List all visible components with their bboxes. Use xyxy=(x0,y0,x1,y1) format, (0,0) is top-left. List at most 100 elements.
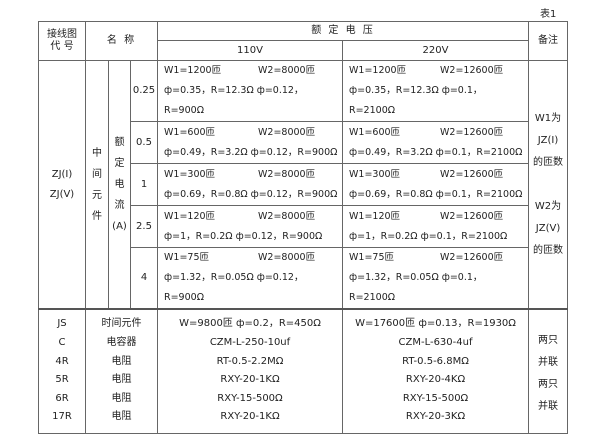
component-codes: JS C 4R 5R 6R 17R xyxy=(38,308,86,434)
w1: W1=600匝 xyxy=(349,126,401,138)
relay-row: 4 W1=75匝 W2=8000匝 ф=1.32，R=0.05Ω ф=0.12，R… xyxy=(39,247,568,310)
component-220v: W=17600匝 ф=0.13，R=1930Ω CZM-L-630-4uf RT-0… xyxy=(341,308,530,434)
v220-spec: W1=1200匝 W2=12600匝 ф=0.35，R=12.3Ω ф=0.1，R… xyxy=(341,60,530,122)
remark-line: JZ(I) xyxy=(537,134,559,146)
w2: W2=8000匝 xyxy=(258,210,316,222)
header-220v: 220V xyxy=(341,40,530,61)
params: ф=0.35，R=12.3Ω ф=0.1，R=2100Ω xyxy=(349,85,483,116)
element-char: 元 xyxy=(92,189,102,201)
v110-spec: W1=300匝 W2=8000匝 ф=0.69，R=0.8Ω ф=0.12，R=9… xyxy=(157,163,343,206)
component-220v-value: CZM-L-630-4uf xyxy=(398,337,473,349)
w2: W2=12600匝 xyxy=(440,252,504,263)
v220-spec: W1=300匝 W2=12600匝 ф=0.69，R=0.8Ω ф=0.1，R=2… xyxy=(341,163,530,206)
v220-spec: W1=120匝 W2=12600匝 ф=1，R=0.2Ω ф=0.1，R=2100… xyxy=(341,205,530,248)
element-char: 件 xyxy=(92,210,102,222)
relay-remark: W1为 JZ(I) 的匝数 W2为 JZ(V) 的匝数 xyxy=(528,60,569,310)
params: ф=1.32，R=0.05Ω ф=0.1，R=2100Ω xyxy=(349,272,483,303)
component-name: 电阻 xyxy=(111,411,132,423)
params: ф=1，R=0.2Ω ф=0.1，R=2100Ω xyxy=(349,230,508,242)
params: ф=1.32，R=0.05Ω ф=0.12，R=900Ω xyxy=(164,272,304,303)
component-110v: W=9800匝 ф=0.2，R=450Ω CZM-L-250-10uf RT-0.5… xyxy=(157,308,343,434)
remark-line: 的匝数 xyxy=(533,156,564,168)
w1: W1=1200匝 xyxy=(164,65,222,76)
w2: W2=12600匝 xyxy=(440,168,504,180)
spec-table: 接线图 代 号 名 称 额 定 电 压 备注 110V 220V ZJ(I) ZJ… xyxy=(38,21,569,434)
component-names: 时间元件 电容器 电阻 电阻 电阻 电阻 xyxy=(85,308,158,434)
w1: W1=75匝 xyxy=(164,252,209,263)
current-label-char: 电 xyxy=(114,179,125,190)
params: ф=0.49，R=3.2Ω ф=0.12，R=900Ω xyxy=(164,146,338,158)
params: ф=0.49，R=3.2Ω ф=0.1，R=2100Ω xyxy=(349,146,523,158)
component-code: JS xyxy=(57,318,67,330)
component-110v-value: RXY-20-1KΩ xyxy=(220,411,280,423)
w2: W2=8000匝 xyxy=(258,65,316,76)
remark-line: 两只 xyxy=(538,335,559,347)
v110-spec: W1=120匝 W2=8000匝 ф=1，R=0.2Ω ф=0.12，R=900Ω xyxy=(157,205,343,248)
v110-spec: W1=600匝 W2=8000匝 ф=0.49，R=3.2Ω ф=0.12，R=9… xyxy=(157,121,343,164)
params: ф=0.35，R=12.3Ω ф=0.12，R=900Ω xyxy=(164,85,304,116)
w1: W1=120匝 xyxy=(164,210,216,222)
component-110v-value: RXY-15-500Ω xyxy=(217,392,283,404)
w2: W2=8000匝 xyxy=(258,168,316,180)
element-char: 间 xyxy=(92,168,102,180)
w2: W2=8000匝 xyxy=(258,126,316,138)
remark-line: 两只 xyxy=(538,379,559,391)
relay-code: ZJ(I) xyxy=(51,168,73,180)
component-110v-value: RXY-20-1KΩ xyxy=(220,374,280,386)
component-220v-value: W=17600匝 ф=0.13，R=1930Ω xyxy=(355,318,516,330)
w2: W2=12600匝 xyxy=(440,126,504,138)
header-remark: 备注 xyxy=(528,21,569,61)
component-code: C xyxy=(58,337,66,349)
w2: W2=8000匝 xyxy=(258,252,316,263)
current-label-char: 定 xyxy=(114,158,125,169)
current-label-char: 额 xyxy=(114,137,125,148)
component-name: 电阻 xyxy=(111,374,132,386)
current-label-char: (A) xyxy=(112,221,127,232)
component-name: 电阻 xyxy=(111,392,132,404)
relay-row: 1 W1=300匝 W2=8000匝 ф=0.69，R=0.8Ω ф=0.12，R… xyxy=(39,163,568,206)
w2: W2=12600匝 xyxy=(440,210,504,222)
current-value: 2.5 xyxy=(130,205,158,248)
component-code: 17R xyxy=(52,411,72,423)
header-code-line: 代 号 xyxy=(50,41,74,52)
w1: W1=120匝 xyxy=(349,210,401,222)
params: ф=0.69，R=0.8Ω ф=0.1，R=2100Ω xyxy=(349,188,523,200)
component-220v-value: RXY-20-3KΩ xyxy=(405,411,466,423)
v110-spec: W1=75匝 W2=8000匝 ф=1.32，R=0.05Ω ф=0.12，R=9… xyxy=(157,247,343,310)
component-110v-value: W=9800匝 ф=0.2，R=450Ω xyxy=(179,318,321,330)
header-code: 接线图 代 号 xyxy=(38,21,86,61)
remark-line xyxy=(529,174,567,196)
w1: W1=300匝 xyxy=(349,168,401,180)
remark-line: W2为 xyxy=(534,200,562,212)
header-code-line: 接线图 xyxy=(47,29,77,40)
component-110v-value: RT-0.5-2.2MΩ xyxy=(216,355,284,367)
component-220v-value: RXY-15-500Ω xyxy=(402,392,469,404)
relay-row: 2.5 W1=120匝 W2=8000匝 ф=1，R=0.2Ω ф=0.12，R=… xyxy=(39,205,568,248)
w1: W1=75匝 xyxy=(349,252,394,263)
current-value: 0.25 xyxy=(130,60,158,122)
component-code: 6R xyxy=(55,392,69,404)
relay-element: 中间元件 xyxy=(85,60,109,310)
relay-row: ZJ(I) ZJ(V) 中间元件额定电流 (A) 0.25 W1=1200匝 W2=800… xyxy=(38,60,569,310)
component-110v-value: CZM-L-250-10uf xyxy=(209,337,291,349)
rated-current-label: 额定电流 (A) xyxy=(108,60,131,310)
relay-codes: ZJ(I) ZJ(V) xyxy=(38,60,86,310)
header-rated-voltage: 额 定 电 压 xyxy=(156,21,530,41)
relay-code: ZJ(V) xyxy=(49,188,75,200)
v110-spec: W1=1200匝 W2=8000匝 ф=0.35，R=12.3Ω ф=0.12，R… xyxy=(157,60,343,122)
component-code: 5R xyxy=(55,374,69,386)
params: ф=1，R=0.2Ω ф=0.12，R=900Ω xyxy=(164,230,323,242)
header-110v: 110V xyxy=(157,40,343,61)
current-label-char: 流 xyxy=(114,200,125,211)
table-caption: 表1 xyxy=(540,9,557,20)
v220-spec: W1=75匝 W2=12600匝 ф=1.32，R=0.05Ω ф=0.1，R=2… xyxy=(341,247,530,310)
relay-row: 0.5 W1=600匝 W2=8000匝 ф=0.49，R=3.2Ω ф=0.12… xyxy=(39,121,568,164)
element-char: 中 xyxy=(92,147,102,159)
component-220v-value: RT-0.5-6.8MΩ xyxy=(402,355,469,367)
header-name: 名 称 xyxy=(85,21,158,61)
w2: W2=12600匝 xyxy=(440,65,504,76)
remark-line: W1为 xyxy=(534,112,562,124)
v220-spec: W1=600匝 W2=12600匝 ф=0.49，R=3.2Ω ф=0.1，R=2… xyxy=(341,121,530,164)
component-code: 4R xyxy=(55,355,69,367)
w1: W1=300匝 xyxy=(164,168,216,180)
